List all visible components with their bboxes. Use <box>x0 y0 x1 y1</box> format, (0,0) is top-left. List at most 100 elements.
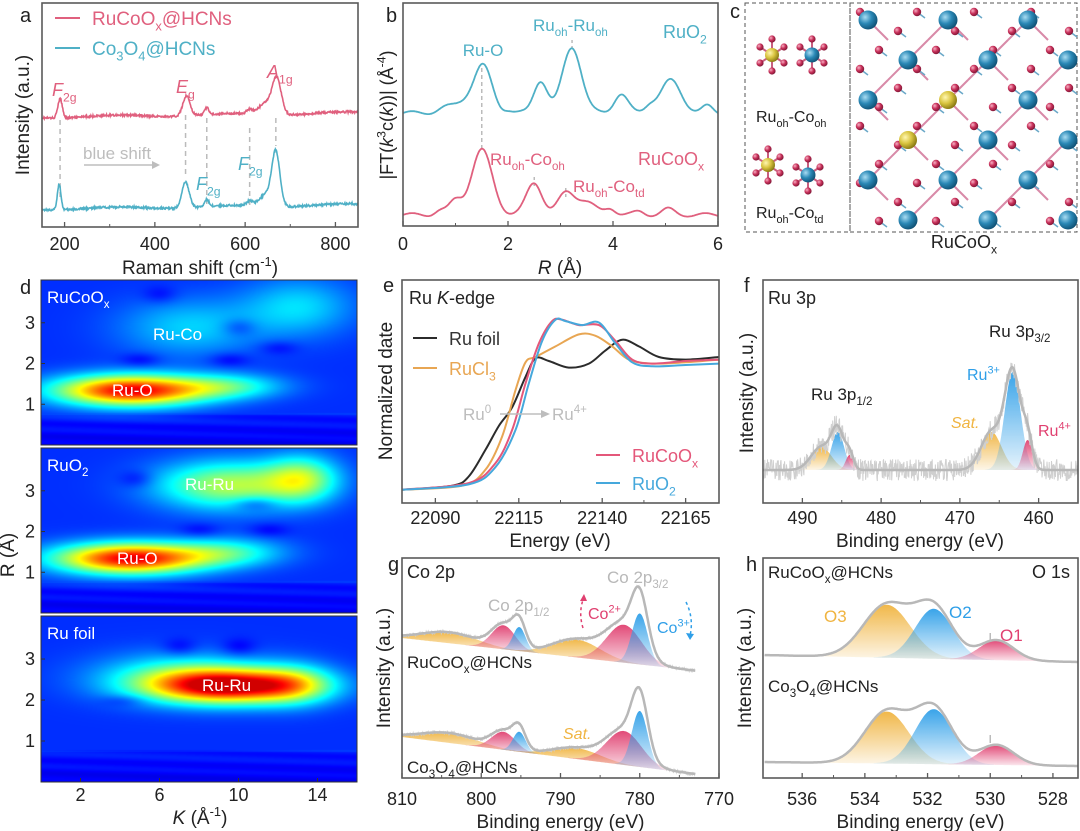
y-axis-label: Intensity (a.u.) <box>13 55 34 175</box>
wavelet-heatmap <box>41 616 357 782</box>
o-atom <box>1007 197 1017 207</box>
o-atom <box>1045 102 1055 112</box>
panel-label-e: e <box>383 275 394 297</box>
y-tick-label: 2 <box>25 354 35 374</box>
x-tick-label: 770 <box>704 789 734 809</box>
y-axis-label: Intensity (a.u.) <box>735 608 756 728</box>
text-segment: -Co <box>608 177 635 196</box>
text-segment: |FT( <box>377 147 397 180</box>
ru-o-annotation: Ru-O <box>463 41 504 60</box>
o-atom <box>1007 26 1017 36</box>
map-annotation: Ru-O <box>117 549 158 568</box>
text-segment: 1g <box>279 72 293 86</box>
spectrum-label: Co3O4@HCNs <box>768 677 878 700</box>
panel-title: O 1s <box>1032 562 1070 582</box>
text-segment: Ru <box>1038 423 1058 440</box>
text-segment: @HCNs <box>145 39 215 60</box>
peak-annotation: F2g <box>196 174 221 198</box>
text-segment: Ru <box>463 405 485 424</box>
co-atom <box>938 170 958 190</box>
text-segment: -Co <box>789 109 815 126</box>
text-segment: g <box>188 87 195 101</box>
text-segment: 3 <box>429 769 435 781</box>
legend-label: RuCoOx <box>632 446 698 470</box>
arrow-head-icon <box>152 161 160 169</box>
fit-component-co3 <box>614 613 666 668</box>
text-segment: 2 <box>82 467 88 479</box>
text-segment: oh <box>595 27 608 39</box>
text-segment: RuCoO <box>407 653 464 672</box>
o-atom <box>1045 216 1055 226</box>
text-segment: Co <box>92 39 116 60</box>
fit-component-ru3 <box>985 372 1041 470</box>
heatmap-frame <box>40 447 358 614</box>
fit-component-ru4 <box>835 455 864 470</box>
legend-label: Ru foil <box>449 329 500 349</box>
text-segment: Co 2p <box>488 596 533 615</box>
oxidation-to-label: Ru4+ <box>552 404 587 424</box>
text-segment: Ru <box>533 16 555 35</box>
x-tick-label: 10 <box>228 785 248 805</box>
legend-label: RuCl3 <box>449 359 496 383</box>
x-tick-label: 470 <box>945 508 975 528</box>
o-atom <box>912 178 922 188</box>
text-segment: Ru <box>573 177 595 196</box>
co-atom <box>804 47 820 63</box>
o-atom <box>874 102 884 112</box>
text-segment: F <box>52 80 64 100</box>
text-segment: ))| (Å <box>377 67 397 107</box>
x-tick-label: 2 <box>75 785 85 805</box>
series-line-1 <box>42 146 358 213</box>
text-segment: -edge <box>449 288 495 308</box>
x-tick-label: 460 <box>1024 508 1054 528</box>
o-atom <box>969 121 979 131</box>
fit-envelope <box>402 685 696 776</box>
x-tick-label: 534 <box>850 789 880 809</box>
o-atom <box>931 102 941 112</box>
text-segment: -Co <box>789 205 815 222</box>
co-atom <box>1058 50 1078 70</box>
sat-annotation: Sat. <box>951 415 979 432</box>
text-segment: @HCNs <box>830 563 893 582</box>
text-segment: oh <box>595 188 608 200</box>
fit-component-O2 <box>873 608 994 661</box>
panel-title: Co 2p <box>407 562 455 582</box>
y-tick-label: 1 <box>25 731 35 751</box>
ru-atom <box>939 91 957 109</box>
text-segment: (Å <box>185 808 210 829</box>
coordination-motif <box>752 145 824 195</box>
x-tick-label: 4 <box>608 234 618 254</box>
text-segment: RuCl <box>449 359 489 379</box>
series-label: RuCoOx <box>638 149 704 173</box>
peak-annotation: Eg <box>176 77 195 101</box>
wavelet-heatmap <box>41 448 357 613</box>
map-annotation: Ru-O <box>112 381 153 400</box>
o-atom <box>912 64 922 74</box>
series-line-3 <box>402 317 719 491</box>
text-segment: Ru 3p <box>989 322 1034 341</box>
o-atom <box>988 159 998 169</box>
text-segment: oh <box>814 118 826 130</box>
y-axis-label: Intensity (a.u.) <box>737 333 758 453</box>
x-tick-label: 790 <box>545 789 575 809</box>
shift-arrow-icon <box>685 601 693 637</box>
co-atom <box>938 10 958 30</box>
peak-annotation: Co 2p3/2 <box>607 568 668 591</box>
text-segment: 3+ <box>987 364 999 376</box>
panel-label-f: f <box>744 275 750 297</box>
x-tick-label: 480 <box>866 508 896 528</box>
o-atom <box>950 26 960 36</box>
blue-shift-label: blue shift <box>83 144 151 163</box>
text-segment: 2 <box>700 32 707 46</box>
o-atom <box>950 140 960 150</box>
y-tick-label: 3 <box>25 481 35 501</box>
text-segment: x <box>991 242 997 256</box>
o-atom <box>1064 83 1074 93</box>
text-segment: Ru <box>409 288 437 308</box>
y-tick-label: 3 <box>25 313 35 333</box>
series-line-1 <box>403 147 718 218</box>
text-segment: k <box>377 106 397 116</box>
fit-component-ru3 <box>815 432 860 470</box>
text-segment: x <box>104 299 110 311</box>
text-segment: RuCoO <box>47 288 104 307</box>
